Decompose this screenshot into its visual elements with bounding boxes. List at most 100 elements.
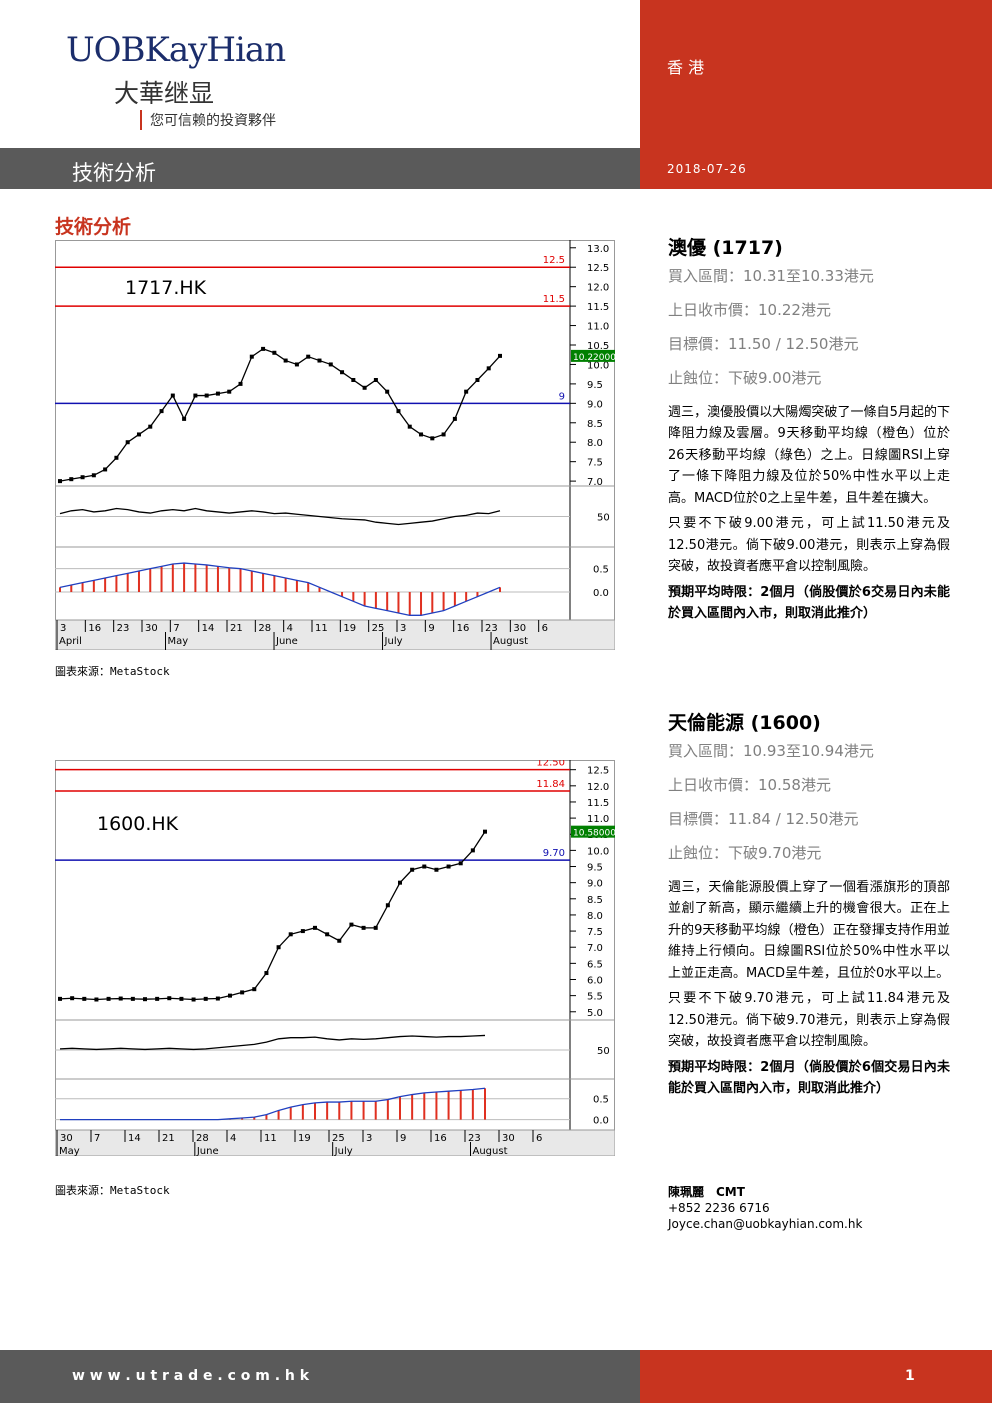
x-axis bbox=[55, 1129, 615, 1156]
macd-bar bbox=[408, 592, 411, 616]
x-tick-label: 28 bbox=[258, 623, 271, 634]
macd-bar bbox=[476, 592, 479, 597]
price-point bbox=[475, 378, 480, 382]
price-point bbox=[483, 829, 487, 834]
macd-line bbox=[60, 1087, 486, 1121]
price-point bbox=[385, 903, 390, 908]
y-tick-label: 10.0 bbox=[587, 846, 609, 857]
macd-bar bbox=[262, 573, 265, 592]
level-label: 9.70 bbox=[543, 848, 565, 859]
price-point bbox=[136, 432, 141, 437]
macd-bar bbox=[183, 563, 186, 592]
price-point bbox=[419, 432, 424, 437]
x-tick-label: 23 bbox=[485, 623, 498, 634]
macd-bar bbox=[314, 1102, 316, 1120]
macd-bar bbox=[216, 566, 219, 592]
x-tick-label: 16 bbox=[434, 1133, 447, 1144]
level-label: 12.5 bbox=[543, 255, 565, 266]
chart: 5.05.56.06.57.07.58.08.59.09.510.010.511… bbox=[55, 760, 615, 1156]
price-point bbox=[486, 366, 491, 371]
x-tick-label: 30 bbox=[60, 1133, 73, 1144]
x-tick-label: 16 bbox=[88, 623, 101, 634]
paragraph: 只要不下破9.70港元，可上試11.84港元及12.50港元。倘下破9.70港元… bbox=[668, 991, 950, 1049]
y-tick-label: 12.0 bbox=[587, 283, 609, 294]
macd-bar bbox=[250, 571, 253, 592]
x-axis bbox=[55, 619, 615, 650]
macd-bar bbox=[284, 578, 287, 592]
price-point bbox=[452, 416, 457, 421]
author-name: 陳珮麗 CMT bbox=[668, 1185, 745, 1199]
price-point bbox=[422, 864, 427, 869]
logo: UOBKayHian bbox=[66, 30, 286, 70]
price-point bbox=[106, 996, 111, 1001]
price-point bbox=[340, 370, 345, 375]
macd-bar bbox=[59, 587, 61, 592]
macd-bar bbox=[194, 564, 197, 592]
price-point bbox=[170, 393, 175, 398]
price-point bbox=[261, 346, 266, 351]
price-point bbox=[204, 393, 209, 398]
macd-bar bbox=[81, 582, 84, 592]
price-point bbox=[361, 925, 366, 930]
y-tick-label: 8.5 bbox=[587, 895, 603, 906]
price-point bbox=[306, 354, 311, 359]
macd-bar bbox=[350, 1101, 353, 1120]
price-point bbox=[179, 996, 184, 1001]
region: 香 港 bbox=[667, 58, 705, 77]
period: 預期平均時限：2個月（倘股價於6交易日內未能於買入區間內入市，則取消此推介） bbox=[668, 584, 950, 622]
y-tick-label: 50 bbox=[597, 1046, 610, 1057]
price-point bbox=[94, 997, 99, 1002]
price-point bbox=[215, 391, 220, 396]
x-tick-label: 16 bbox=[457, 623, 470, 634]
rsi-line bbox=[59, 1034, 486, 1051]
macd-bar bbox=[318, 587, 321, 592]
price-point bbox=[227, 389, 232, 394]
price-point bbox=[407, 424, 412, 429]
price-point bbox=[446, 864, 451, 869]
last-price-box bbox=[571, 825, 615, 838]
macd-bar bbox=[453, 592, 456, 606]
macd-bar bbox=[374, 592, 377, 609]
y-tick-label: 11.5 bbox=[587, 798, 609, 809]
plot-frame bbox=[55, 760, 615, 1156]
price-point bbox=[228, 993, 232, 998]
macd-bar bbox=[431, 592, 434, 613]
price-point bbox=[240, 990, 245, 995]
paragraph: 週三，天倫能源股價上穿了一個看漲旗形的頂部並創了新高，顯示繼續上升的機會很大。正… bbox=[668, 879, 950, 981]
price-point bbox=[191, 997, 196, 1002]
price-point bbox=[396, 409, 401, 414]
price-point bbox=[362, 385, 367, 390]
y-tick-label: 8.5 bbox=[587, 419, 603, 430]
stock-block: 天倫能源 (1600) 買入區間：10.93至10.94港元 上日收市價：10.… bbox=[668, 712, 950, 1104]
macd-bar bbox=[363, 592, 366, 606]
prev-close: 上日收市價：10.58港元 bbox=[668, 775, 831, 794]
y-tick-label: 0.5 bbox=[593, 1095, 609, 1106]
price-point bbox=[288, 932, 293, 937]
y-tick-label: 7.0 bbox=[587, 477, 603, 488]
macd-bar bbox=[92, 580, 95, 592]
price-point bbox=[70, 996, 75, 1001]
paragraph: 只要不下破9.00港元，可上試11.50港元及12.50港元。倘下破9.00港元… bbox=[668, 516, 950, 574]
logo-cn: 大華继显 bbox=[114, 79, 215, 108]
chart-source: 圖表來源：MetaStock bbox=[55, 1184, 170, 1197]
x-tick-label: 4 bbox=[230, 1133, 236, 1144]
y-tick-label: 9.0 bbox=[587, 879, 603, 890]
price-point bbox=[249, 354, 254, 359]
rsi-line bbox=[59, 507, 501, 526]
level-label: 9 bbox=[559, 391, 565, 402]
price-point bbox=[317, 358, 322, 363]
price-point bbox=[351, 378, 356, 382]
macd-bar bbox=[239, 568, 242, 592]
price-point bbox=[159, 409, 164, 414]
x-tick-label: 25 bbox=[332, 1133, 345, 1144]
y-tick-label: 8.0 bbox=[587, 911, 603, 922]
y-tick-label: 7.5 bbox=[587, 458, 603, 469]
period: 預期平均時限：2個月（倘股價於6個交易日內未能於買入區間內入市，則取消此推介） bbox=[668, 1059, 950, 1097]
x-tick-label: 30 bbox=[513, 623, 526, 634]
macd-bar bbox=[104, 578, 107, 592]
chart: 7.0 7.5 8.0 8.5 9.0 9.5 10.0 10.5 11.0 11.5 12.0 12… bbox=[55, 240, 615, 650]
price-point bbox=[69, 477, 74, 482]
y-tick-label: 0.0 bbox=[593, 588, 609, 599]
y-tick-label: 13.0 bbox=[587, 244, 609, 255]
